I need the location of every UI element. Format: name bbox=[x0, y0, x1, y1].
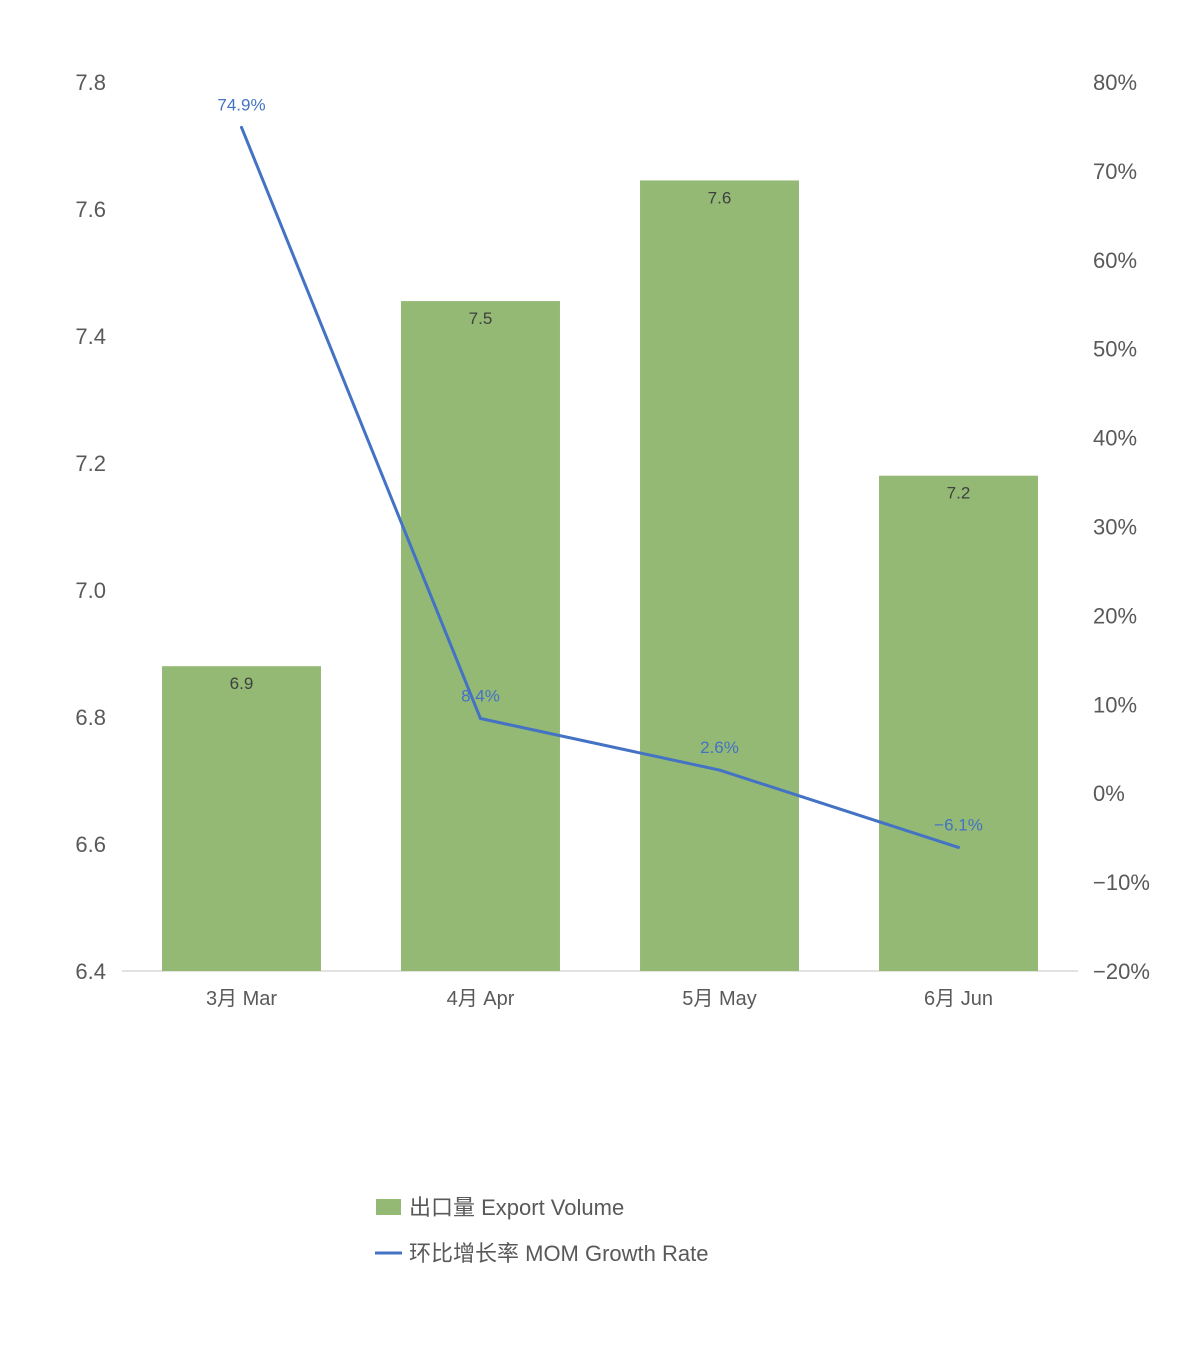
bar-series: 6.9 7.5 7.6 7.2 bbox=[162, 180, 1038, 972]
right-tick-label: 60% bbox=[1093, 248, 1137, 273]
right-tick-label: 50% bbox=[1093, 337, 1137, 362]
bar bbox=[640, 180, 799, 972]
right-tick-label: 80% bbox=[1093, 70, 1137, 95]
line-point bbox=[957, 845, 960, 849]
legend-bar-swatch bbox=[376, 1199, 401, 1215]
bar bbox=[879, 475, 1038, 971]
right-tick-label: −20% bbox=[1093, 959, 1150, 984]
right-tick-label: 70% bbox=[1093, 159, 1137, 184]
right-tick-label: −10% bbox=[1093, 870, 1150, 895]
legend: 出口量 Export Volume 环比增长率 MOM Growth Rate bbox=[375, 1195, 708, 1266]
left-tick-label: 6.8 bbox=[75, 705, 106, 730]
line-data-label: 2.6% bbox=[700, 738, 739, 757]
right-tick-label: 0% bbox=[1093, 781, 1125, 806]
bar-data-label: 6.9 bbox=[230, 674, 254, 693]
right-tick-label: 20% bbox=[1093, 603, 1137, 628]
category-label: 4月 Apr bbox=[447, 988, 515, 1010]
bar-data-label: 7.5 bbox=[469, 309, 493, 328]
line-point bbox=[479, 717, 482, 721]
right-tick-label: 30% bbox=[1093, 515, 1137, 540]
category-label: 3月 Mar bbox=[206, 988, 277, 1010]
line-series: 74.9% 8.4% 2.6% −6.1% bbox=[217, 95, 983, 849]
left-tick-label: 6.6 bbox=[75, 832, 106, 857]
x-axis-categories: 3月 Mar 4月 Apr 5月 May 6月 Jun bbox=[206, 988, 993, 1010]
line-point bbox=[718, 768, 721, 772]
category-label: 6月 Jun bbox=[924, 988, 993, 1010]
category-label: 5月 May bbox=[682, 988, 756, 1010]
legend-label-export-volume: 出口量 Export Volume bbox=[409, 1195, 624, 1220]
left-tick-label: 6.4 bbox=[75, 959, 106, 984]
left-tick-label: 7.4 bbox=[75, 324, 106, 349]
left-tick-label: 7.0 bbox=[75, 578, 106, 603]
right-tick-label: 40% bbox=[1093, 426, 1137, 451]
bar-data-label: 7.2 bbox=[947, 484, 971, 503]
left-tick-label: 7.2 bbox=[75, 451, 106, 476]
line-data-label: 74.9% bbox=[217, 95, 265, 114]
left-y-axis: 6.4 6.6 6.8 7.0 7.2 7.4 7.6 7.8 bbox=[75, 70, 106, 984]
right-tick-label: 10% bbox=[1093, 692, 1137, 717]
right-y-axis: −20% −10% 0% 10% 20% 30% 40% 50% 60% 70% 80% bbox=[1093, 70, 1150, 984]
bar bbox=[162, 666, 321, 971]
growth-line bbox=[240, 126, 959, 849]
bar bbox=[401, 301, 560, 971]
legend-label-mom-growth: 环比增长率 MOM Growth Rate bbox=[409, 1241, 708, 1266]
line-data-label: 8.4% bbox=[461, 687, 500, 706]
left-tick-label: 7.6 bbox=[75, 197, 106, 222]
line-data-label: −6.1% bbox=[934, 815, 983, 834]
bar-data-label: 7.6 bbox=[708, 188, 732, 207]
left-tick-label: 7.8 bbox=[75, 70, 106, 95]
line-point bbox=[240, 125, 243, 129]
